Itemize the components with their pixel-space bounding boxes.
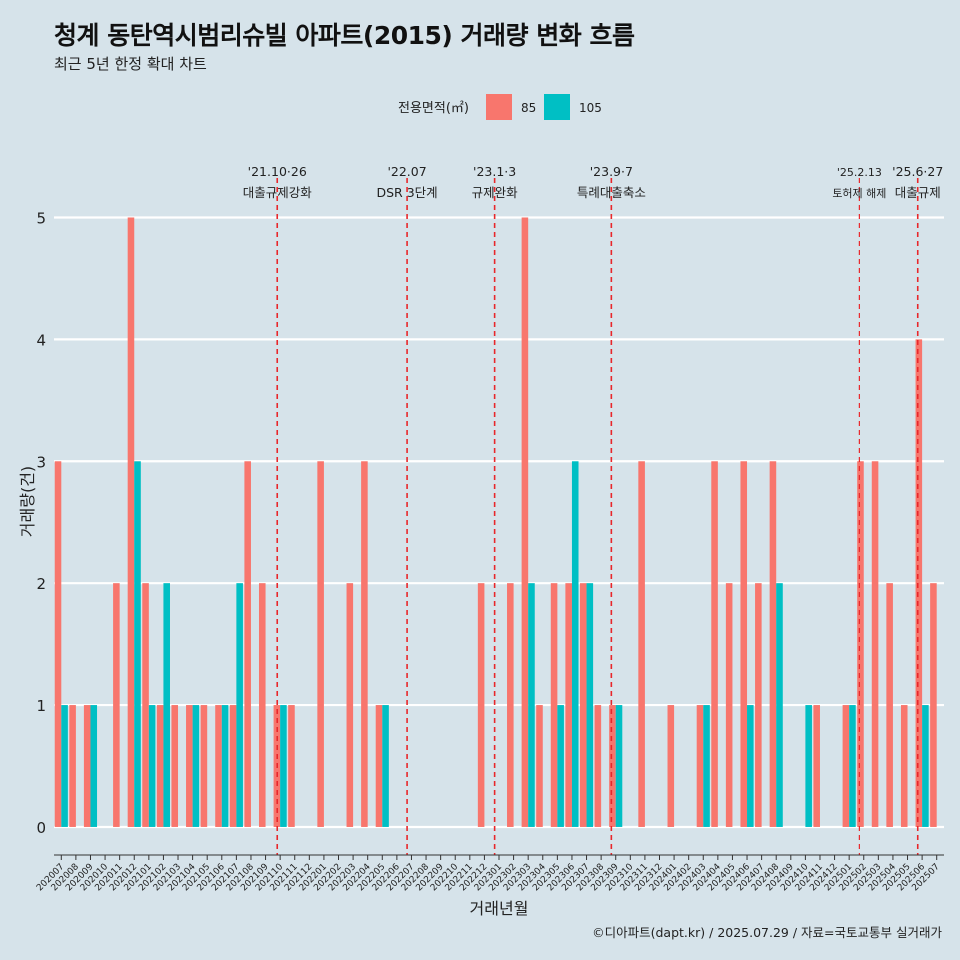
bar-85-202106: [215, 705, 222, 827]
legend-swatch-105: [544, 94, 570, 120]
y-tick-label: 5: [36, 209, 46, 227]
y-tick-label: 3: [36, 453, 46, 471]
legend-label-105: 105: [579, 101, 602, 115]
bar-105-202306: [571, 461, 579, 827]
bar-85-202502: [857, 461, 864, 827]
bar-105-202104: [192, 705, 200, 827]
bar-105-202403: [703, 705, 710, 827]
chart-title: 청계 동탄역시범리슈빌 아파트(2015) 거래량 변화 흐름: [54, 21, 635, 50]
bar-85-202201: [317, 461, 324, 827]
bar-105-202205: [382, 705, 389, 827]
bar-85-202107: [229, 705, 237, 827]
bar-85-202008: [69, 705, 76, 827]
event-date: '23.1·3: [473, 164, 516, 179]
bar-85-202105: [200, 705, 208, 827]
chart-subtitle: 최근 5년 한정 확대 차트: [54, 55, 207, 73]
bar-85-202011: [113, 583, 120, 827]
event-date: '25.2.13: [837, 166, 882, 179]
bar-85-202212: [477, 583, 485, 827]
legend-swatch-85: [486, 94, 512, 120]
bar-85-202203: [346, 583, 354, 827]
bar-85-202406: [740, 461, 748, 827]
bar-105-202009: [90, 705, 98, 827]
bar-105-202305: [557, 705, 564, 827]
bar-85-202012: [127, 217, 135, 827]
bar-85-202311: [638, 461, 645, 827]
bar-85-202404: [711, 461, 718, 827]
bar-85-202408: [769, 461, 777, 827]
event-label: 대출규제강화: [243, 185, 313, 200]
bar-85-202306: [565, 583, 572, 827]
bar-105-202107: [236, 583, 243, 827]
bar-85-202101: [142, 583, 149, 827]
bar-105-202307: [586, 583, 594, 827]
source-caption: ©디아파트(dapt.kr) / 2025.07.29 / 자료=국토교통부 실…: [592, 925, 942, 940]
bar-105-202501: [849, 705, 856, 827]
x-axis-title: 거래년월: [470, 899, 529, 918]
event-label: 토허제 해제: [832, 186, 886, 200]
bar-85-202308: [594, 705, 602, 827]
bar-85-202507: [930, 583, 937, 827]
bar-85-202303: [521, 217, 529, 827]
bar-85-202205: [375, 705, 383, 827]
bar-85-202405: [725, 583, 733, 827]
event-label: 특례대출축소: [577, 185, 646, 200]
event-label: 대출규제: [895, 185, 941, 200]
y-tick-label: 2: [36, 575, 46, 593]
bar-85-202504: [886, 583, 893, 827]
bar-85-202309: [609, 705, 616, 827]
bar-105-202007: [61, 705, 68, 827]
bar-85-202109: [258, 583, 266, 827]
bar-85-202104: [186, 705, 193, 827]
event-label: DSR 3단계: [376, 185, 437, 200]
bar-105-202406: [747, 705, 754, 827]
legend-label-85: 85: [521, 101, 536, 115]
bar-105-202101: [148, 705, 156, 827]
y-axis-title: 거래량(건): [18, 466, 37, 537]
event-date: '23.9·7: [590, 164, 633, 179]
bar-105-202012: [134, 461, 141, 827]
bar-85-202403: [696, 705, 704, 827]
bar-85-202009: [83, 705, 91, 827]
bar-85-202108: [244, 461, 251, 827]
bar-105-202106: [221, 705, 229, 827]
event-date: '21.10·26: [248, 164, 307, 179]
bar-85-202411: [813, 705, 820, 827]
bar-85-202505: [900, 705, 908, 827]
bar-105-202408: [776, 583, 783, 827]
bar-85-202506: [915, 339, 923, 827]
bar-85-202007: [54, 461, 62, 827]
bar-105-202309: [615, 705, 623, 827]
y-tick-label: 4: [36, 331, 46, 349]
bar-105-202102: [163, 583, 170, 827]
legend-title: 전용면적(㎡): [398, 101, 469, 116]
y-tick-label: 0: [36, 819, 46, 837]
event-date: '22.07: [387, 164, 426, 179]
bar-105-202506: [922, 705, 929, 827]
bar-85-202102: [156, 705, 164, 827]
bar-85-202304: [536, 705, 543, 827]
bar-85-202503: [871, 461, 879, 827]
bar-85-202204: [361, 461, 368, 827]
bar-85-202501: [842, 705, 850, 827]
bar-85-202111: [288, 705, 295, 827]
bar-85-202407: [755, 583, 762, 827]
bar-85-202305: [550, 583, 558, 827]
event-date: '25.6·27: [892, 164, 943, 179]
y-tick-label: 1: [36, 697, 46, 715]
bar-85-202307: [579, 583, 587, 827]
bar-105-202110: [280, 705, 287, 827]
bar-85-202103: [171, 705, 179, 827]
bar-85-202302: [507, 583, 514, 827]
bar-105-202303: [528, 583, 535, 827]
bar-85-202401: [667, 705, 675, 827]
bar-105-202410: [805, 705, 812, 827]
event-label: 규제완화: [472, 185, 519, 200]
